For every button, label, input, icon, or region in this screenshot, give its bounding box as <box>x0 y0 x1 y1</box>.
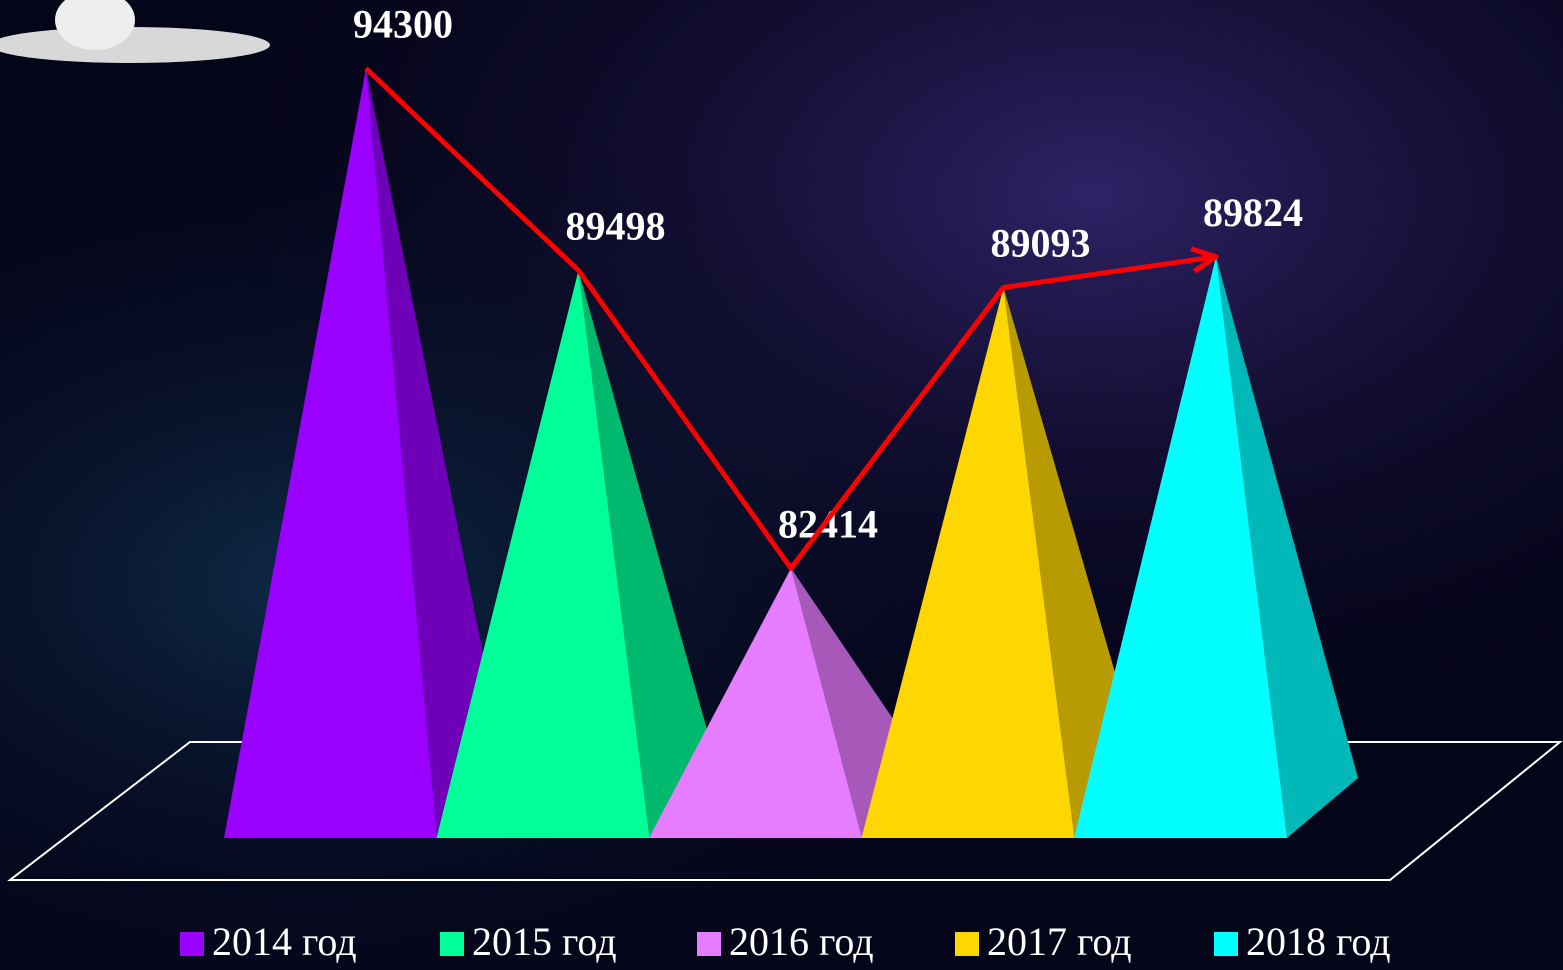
pyramid <box>436 270 721 839</box>
pyramid-side <box>366 68 508 839</box>
legend-swatch <box>440 932 464 956</box>
legend-label: 2014 год <box>212 919 357 964</box>
pyramid-front <box>436 270 650 839</box>
pyramid-front <box>861 287 1075 839</box>
legend-label: 2017 год <box>987 919 1132 964</box>
floor <box>7 741 1563 881</box>
pyramid <box>1074 256 1358 838</box>
legend-swatch <box>955 932 979 956</box>
pyramid-front <box>224 68 437 839</box>
trend-line <box>364 66 1217 571</box>
pyramid-side <box>1216 256 1358 838</box>
data-label: 94300 <box>353 2 453 47</box>
figure-decoration <box>0 0 270 63</box>
trend-arrowhead <box>1190 246 1219 274</box>
pyramid-side <box>578 270 721 839</box>
data-label: 89824 <box>1203 190 1303 235</box>
data-label: 89093 <box>991 221 1091 266</box>
legend-swatch <box>180 932 204 956</box>
pyramid-front <box>1074 256 1287 838</box>
data-label: 89498 <box>566 204 666 249</box>
pyramid <box>224 68 508 839</box>
data-label: 82414 <box>778 501 878 546</box>
legend-swatch <box>697 932 721 956</box>
legend-label: 2018 год <box>1246 919 1391 964</box>
legend-label: 2015 год <box>472 919 617 964</box>
legend-label: 2016 год <box>729 919 874 964</box>
pyramid-front <box>649 568 862 838</box>
plot: 94300 89498 82414 89093 89824 <box>224 2 1358 839</box>
legend-swatch <box>1214 932 1238 956</box>
legend: 2014 год 2015 год 2016 год 2017 год 2018 год <box>180 919 1391 964</box>
